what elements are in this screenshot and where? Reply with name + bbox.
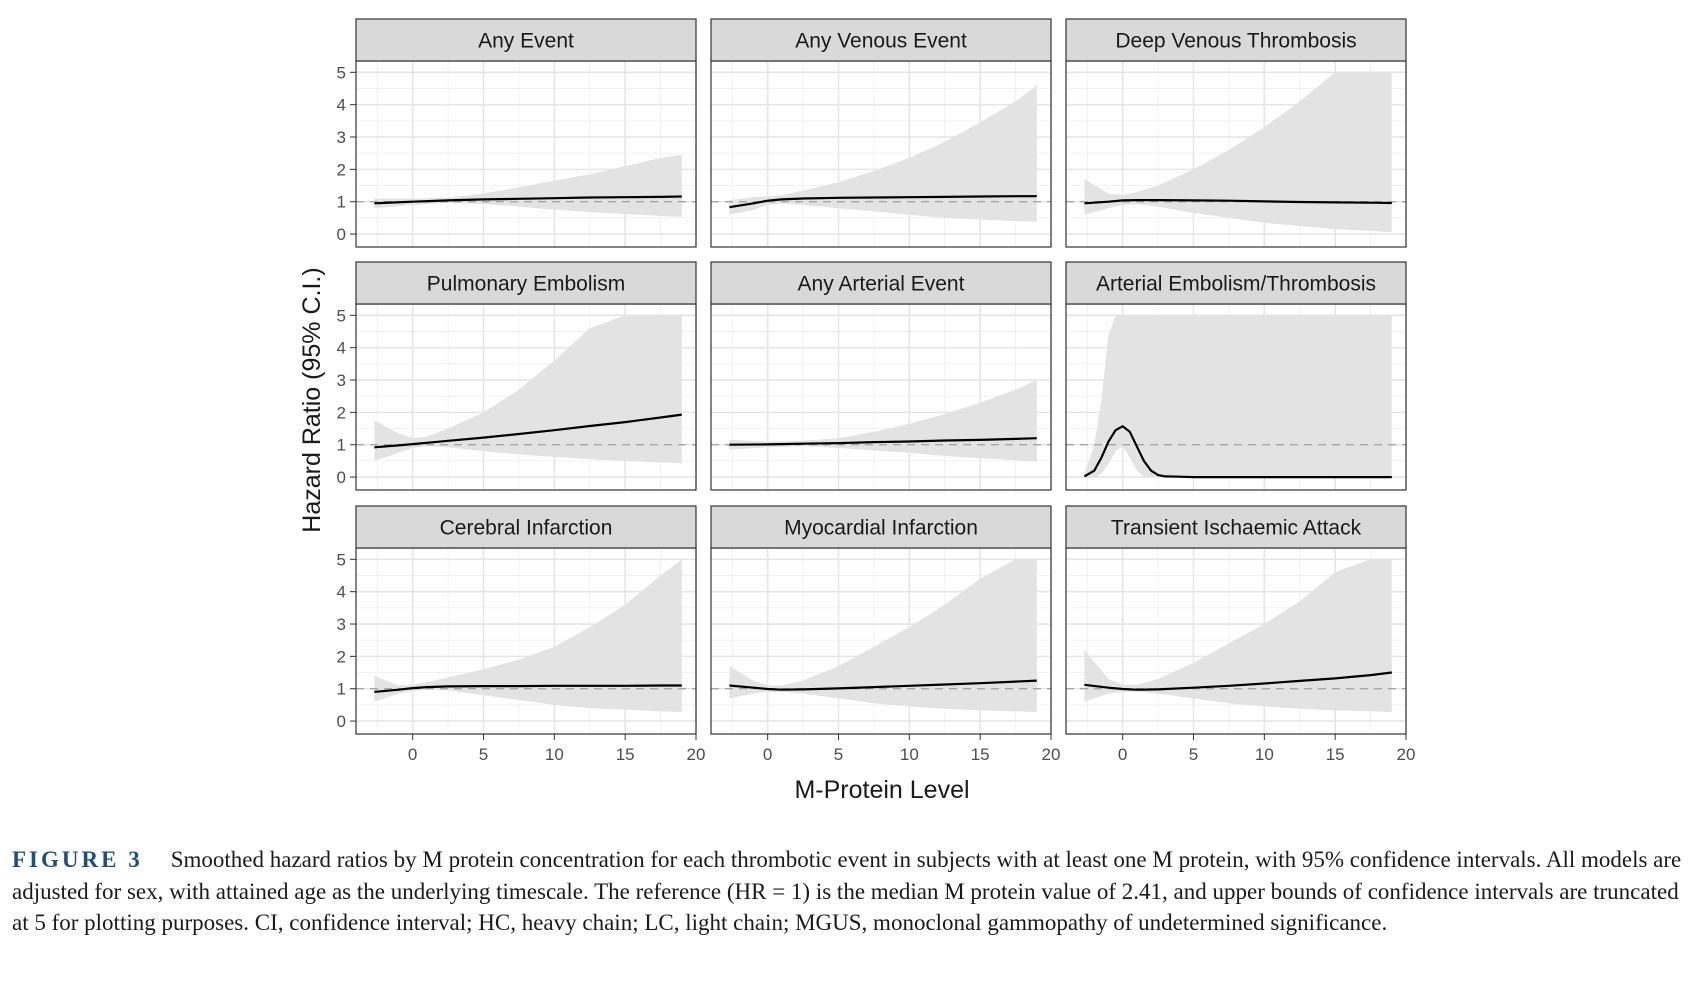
confidence-band bbox=[1084, 315, 1392, 478]
panel: Arterial Embolism/Thrombosis bbox=[1065, 261, 1407, 491]
y-tick-label: 3 bbox=[337, 128, 346, 147]
hazard-ratio-line bbox=[374, 413, 682, 449]
y-tick-label: 0 bbox=[337, 468, 346, 487]
x-tick-label: 0 bbox=[408, 745, 417, 764]
y-tick-label: 1 bbox=[337, 680, 346, 699]
y-tick-label: 1 bbox=[337, 436, 346, 455]
confidence-band bbox=[729, 85, 1037, 222]
panel: Any Venous Event bbox=[710, 18, 1052, 248]
hazard-ratio-line bbox=[1084, 199, 1392, 205]
x-tick-label: 0 bbox=[763, 745, 772, 764]
confidence-band bbox=[374, 559, 682, 712]
hazard-ratio-line bbox=[729, 195, 1037, 209]
y-tick-label: 0 bbox=[337, 712, 346, 731]
y-tick-label: 2 bbox=[337, 647, 346, 666]
panel-title: Cerebral Infarction bbox=[440, 517, 613, 540]
hazard-ratio-line bbox=[374, 195, 682, 205]
y-tick-label: 3 bbox=[337, 371, 346, 390]
hazard-ratio-line bbox=[374, 684, 682, 693]
y-tick-label: 5 bbox=[337, 550, 346, 569]
x-axis-title: M-Protein Level bbox=[794, 776, 969, 804]
panel-strip bbox=[355, 505, 697, 549]
panel-strip bbox=[355, 261, 697, 305]
confidence-band bbox=[729, 559, 1037, 712]
panel: Myocardial Infarction bbox=[710, 505, 1052, 735]
y-tick-label: 5 bbox=[337, 306, 346, 325]
panel-title: Deep Venous Thrombosis bbox=[1115, 30, 1356, 53]
panel-title: Myocardial Infarction bbox=[784, 517, 978, 540]
panel-strip bbox=[710, 505, 1052, 549]
panel-strip bbox=[1065, 505, 1407, 549]
y-tick-label: 1 bbox=[337, 193, 346, 212]
panel-strip bbox=[1065, 18, 1407, 62]
panel-strip bbox=[355, 18, 697, 62]
panel-title: Arterial Embolism/Thrombosis bbox=[1096, 273, 1376, 296]
hazard-ratio-line bbox=[729, 679, 1037, 691]
x-tick-label: 10 bbox=[545, 745, 564, 764]
x-tick-label: 5 bbox=[479, 745, 488, 764]
panel-title: Any Venous Event bbox=[795, 30, 967, 53]
confidence-band bbox=[1084, 559, 1392, 712]
panel: Any Event bbox=[355, 18, 697, 248]
y-tick-label: 4 bbox=[337, 96, 346, 115]
y-tick-label: 2 bbox=[337, 403, 346, 422]
panel: Any Arterial Event bbox=[710, 261, 1052, 491]
axes-layer: 0 1 2 3 4 5 0 1 2 3 4 5 0 1 2 3 4 5 0 5 10 15 20 0 5 10 15 20 0 5 10 15… bbox=[337, 63, 1416, 764]
panel: Transient Ischaemic Attack bbox=[1065, 505, 1407, 735]
faceted-hazard-ratio-chart: Any Event Any Venous Event Deep Venous Thr… bbox=[298, 18, 1416, 804]
panel-title: Any Event bbox=[478, 30, 574, 53]
panel: Pulmonary Embolism bbox=[355, 261, 697, 491]
y-axis-title: Hazard Ratio (95% C.I.) bbox=[298, 267, 326, 532]
hazard-ratio-line bbox=[1083, 424, 1392, 479]
y-tick-label: 4 bbox=[337, 339, 346, 358]
panels-layer: Any Event Any Venous Event Deep Venous Thr… bbox=[355, 18, 1407, 735]
panel-title: Transient Ischaemic Attack bbox=[1111, 517, 1362, 540]
panel-title: Any Arterial Event bbox=[798, 273, 965, 296]
x-tick-label: 20 bbox=[687, 745, 706, 764]
y-tick-label: 2 bbox=[337, 160, 346, 179]
x-tick-label: 15 bbox=[616, 745, 635, 764]
x-tick-label: 20 bbox=[1042, 745, 1061, 764]
x-tick-label: 10 bbox=[1255, 745, 1274, 764]
panel-title: Pulmonary Embolism bbox=[427, 273, 625, 296]
y-tick-label: 5 bbox=[337, 63, 346, 82]
y-tick-label: 0 bbox=[337, 225, 346, 244]
hazard-ratio-line bbox=[1084, 671, 1392, 691]
x-tick-label: 5 bbox=[1189, 745, 1198, 764]
caption-label: FIGURE 3 bbox=[12, 847, 143, 872]
panel: Cerebral Infarction bbox=[355, 505, 697, 735]
confidence-band bbox=[374, 315, 682, 464]
y-tick-label: 3 bbox=[337, 615, 346, 634]
figure-caption: FIGURE 3 Smoothed hazard ratios by M prot… bbox=[12, 844, 1697, 939]
caption-text: Smoothed hazard ratios by M protein conc… bbox=[12, 847, 1682, 935]
panel-strip bbox=[710, 261, 1052, 305]
x-tick-label: 0 bbox=[1118, 745, 1127, 764]
x-tick-label: 15 bbox=[1326, 745, 1345, 764]
x-tick-label: 20 bbox=[1397, 745, 1416, 764]
y-tick-label: 4 bbox=[337, 583, 346, 602]
hazard-ratio-line bbox=[729, 437, 1037, 446]
x-tick-label: 10 bbox=[900, 745, 919, 764]
panel-strip bbox=[1065, 261, 1407, 305]
panel: Deep Venous Thrombosis bbox=[1065, 18, 1407, 248]
panel-strip bbox=[710, 18, 1052, 62]
x-tick-label: 5 bbox=[834, 745, 843, 764]
x-tick-label: 15 bbox=[971, 745, 990, 764]
confidence-band bbox=[1084, 72, 1392, 233]
